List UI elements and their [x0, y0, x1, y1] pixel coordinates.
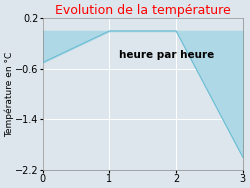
Text: heure par heure: heure par heure [118, 50, 214, 60]
Y-axis label: Température en °C: Température en °C [4, 51, 14, 137]
Title: Evolution de la température: Evolution de la température [55, 4, 231, 17]
